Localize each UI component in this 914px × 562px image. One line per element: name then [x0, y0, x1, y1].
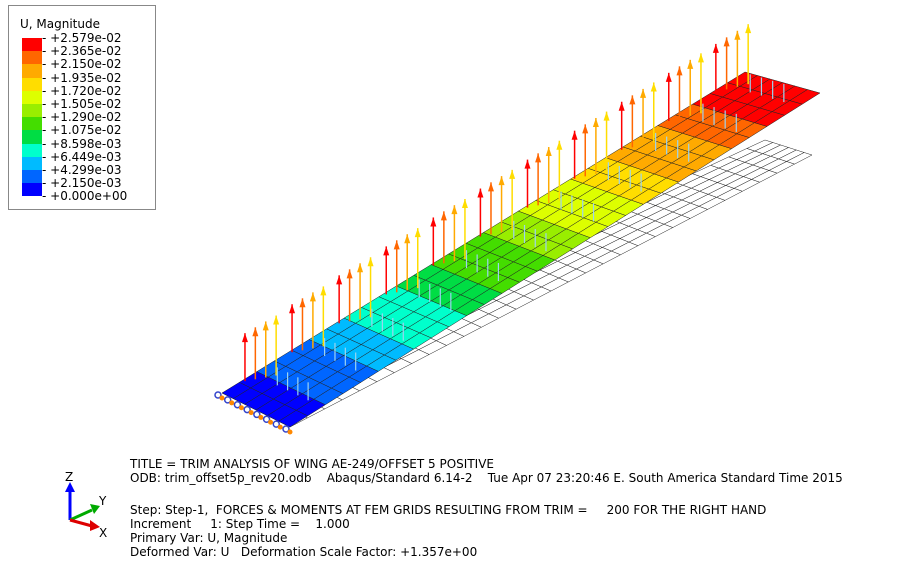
load-arrow-head	[640, 89, 646, 98]
legend-swatch	[22, 64, 42, 77]
load-arrow-head	[273, 316, 279, 325]
bc-symbol	[249, 410, 254, 415]
legend-swatch	[22, 144, 42, 157]
load-arrow-head	[430, 217, 436, 226]
legend-swatch	[22, 91, 42, 104]
load-arrow-head	[451, 205, 457, 214]
load-arrow-head	[357, 263, 363, 272]
load-arrow-head	[394, 240, 400, 249]
info-increment: Increment 1: Step Time = 1.000	[130, 517, 350, 531]
triad-y: Y	[99, 494, 106, 508]
legend-label: - +1.075e-02	[42, 123, 122, 137]
load-arrow-head	[535, 153, 541, 162]
load-arrow-head	[525, 160, 531, 169]
load-arrow-head	[651, 82, 657, 91]
load-arrow-head	[509, 170, 515, 179]
load-arrow-head	[745, 24, 751, 33]
load-arrow-head	[713, 44, 719, 53]
legend-label: - +2.365e-02	[42, 44, 122, 58]
load-arrow-head	[546, 147, 552, 156]
load-arrow-head	[734, 31, 740, 40]
legend-label: - +1.720e-02	[42, 84, 122, 98]
legend-swatch	[22, 117, 42, 130]
load-arrow-head	[415, 228, 421, 237]
load-arrow-head	[299, 298, 305, 307]
load-arrow-head	[724, 37, 730, 46]
legend-swatch	[22, 170, 42, 183]
bc-symbol	[258, 415, 263, 420]
info-title: TITLE = TRIM ANALYSIS OF WING AE-249/OFF…	[130, 457, 494, 471]
bc-symbol	[229, 400, 234, 405]
load-arrow-head	[441, 211, 447, 220]
triad-axis-x	[70, 520, 92, 526]
legend-swatch	[22, 157, 42, 170]
legend-label: - +1.935e-02	[42, 71, 122, 85]
load-arrow-head	[556, 141, 562, 150]
triad-x: X	[99, 526, 107, 540]
load-arrow-head	[320, 286, 326, 295]
load-arrow-head	[698, 53, 704, 62]
load-arrow-head	[462, 199, 468, 208]
legend-swatch	[22, 183, 42, 196]
viewport: U, Magnitude TITLE = TRIM ANALYSIS OF WI…	[0, 0, 914, 562]
load-arrow-head	[383, 246, 389, 255]
legend-label: - +2.579e-02	[42, 31, 122, 45]
load-arrow-head	[604, 112, 610, 121]
legend-label: - +6.449e-03	[42, 150, 122, 164]
load-arrow-head	[687, 60, 693, 69]
legend-label: - +1.290e-02	[42, 110, 122, 124]
triad-axis-y	[70, 510, 92, 520]
load-arrow-head	[336, 275, 342, 284]
info-odb: ODB: trim_offset5p_rev20.odb Abaqus/Stan…	[130, 471, 843, 485]
legend-label: - +8.598e-03	[42, 137, 122, 151]
load-arrow-head	[488, 182, 494, 191]
bc-symbol	[288, 430, 293, 435]
load-arrow-head	[368, 257, 374, 266]
load-arrow-head	[347, 269, 353, 278]
legend-label: - +2.150e-03	[42, 176, 122, 190]
load-arrow-head	[477, 189, 483, 198]
load-arrow-head	[310, 292, 316, 301]
load-arrow-head	[499, 176, 505, 185]
load-arrow-head	[289, 304, 295, 313]
legend-swatch	[22, 38, 42, 51]
legend-title: U, Magnitude	[20, 17, 100, 31]
info-primary: Primary Var: U, Magnitude	[130, 531, 287, 545]
load-arrow-head	[263, 321, 269, 330]
load-arrow-head	[593, 118, 599, 127]
legend-label: - +2.150e-02	[42, 57, 122, 71]
info-deformed: Deformed Var: U Deformation Scale Factor…	[130, 545, 477, 559]
load-arrow-head	[666, 73, 672, 82]
legend-label: - +1.505e-02	[42, 97, 122, 111]
legend-swatch	[22, 104, 42, 117]
legend-label: - +4.299e-03	[42, 163, 122, 177]
load-arrow-head	[404, 234, 410, 243]
load-arrow-head	[619, 102, 625, 111]
bc-symbol	[278, 425, 283, 430]
bc-symbol	[239, 405, 244, 410]
load-arrow-head	[252, 327, 258, 336]
legend-swatch	[22, 51, 42, 64]
triad-z: Z	[65, 470, 73, 484]
load-arrow-head	[242, 333, 248, 342]
load-arrow-head	[629, 95, 635, 104]
bc-symbol	[220, 396, 225, 401]
load-arrow-head	[572, 131, 578, 140]
legend-swatch	[22, 78, 42, 91]
info-step: Step: Step-1, FORCES & MOMENTS AT FEM GR…	[130, 503, 766, 517]
load-arrow-head	[582, 124, 588, 133]
legend-label: - +0.000e+00	[42, 189, 127, 203]
load-arrow-head	[676, 66, 682, 75]
legend-swatch	[22, 130, 42, 143]
bc-symbol	[268, 420, 273, 425]
